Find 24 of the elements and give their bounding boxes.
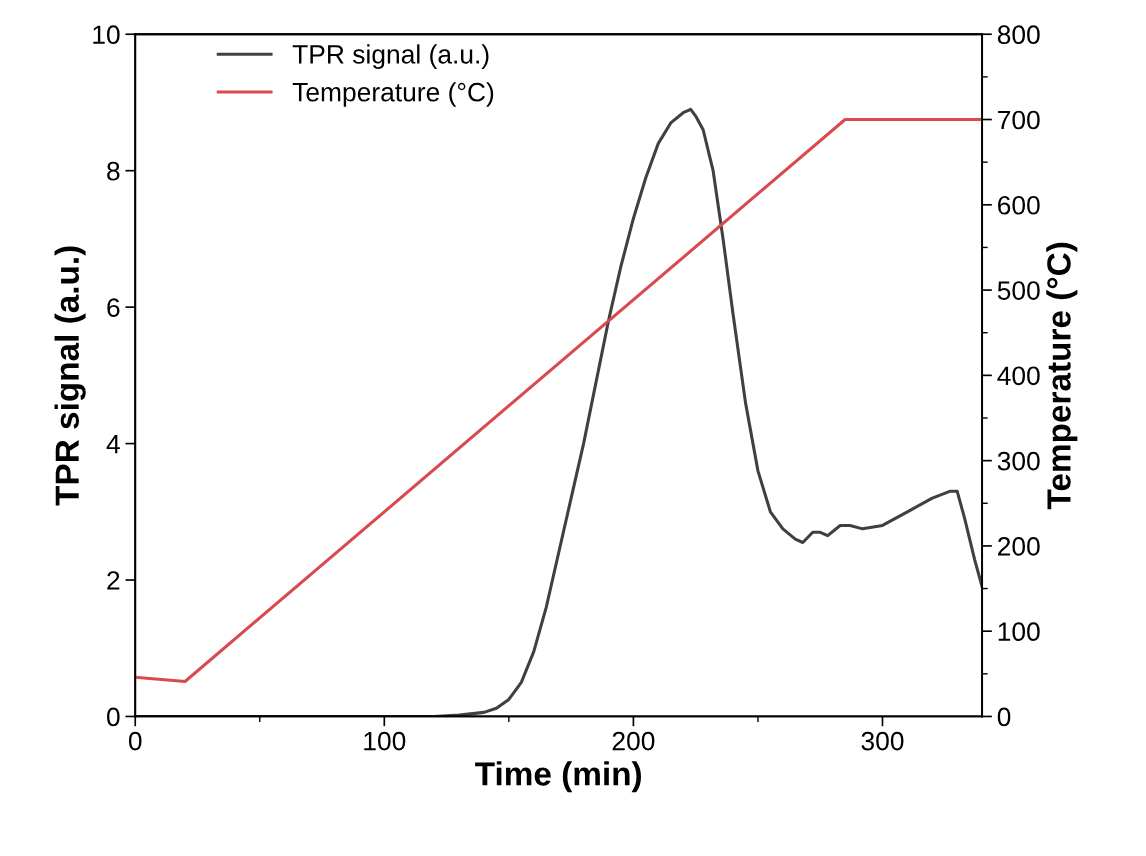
x-tick-label: 100 <box>364 731 406 751</box>
y-tick-label: 10 <box>93 25 120 45</box>
legend-label: Temperature (°C) <box>292 82 494 107</box>
y2-tick-label: 100 <box>998 622 1040 642</box>
y-tick-label: 0 <box>107 707 120 727</box>
y2-tick-label: 800 <box>997 25 1040 45</box>
x-tick-label: 200 <box>612 731 655 751</box>
y-tick-label: 8 <box>107 161 120 181</box>
y2-tick-label: 500 <box>997 281 1040 300</box>
legend-label: TPR signal (a.u.) <box>292 44 489 69</box>
y-tick-label: 6 <box>107 298 120 317</box>
y2-tick-label: 200 <box>998 537 1040 556</box>
y2-tick-label: 700 <box>998 110 1040 130</box>
y2-tick-label: 300 <box>997 451 1040 471</box>
y2-tick-label: 400 <box>997 366 1040 386</box>
y2-tick-label: 600 <box>998 195 1040 215</box>
y2-tick-label: 0 <box>997 707 1011 727</box>
y-tick-label: 2 <box>107 571 120 590</box>
y2-axis-title: Temperature (°C) <box>1046 242 1078 510</box>
y-tick-label: 4 <box>106 434 120 454</box>
x-tick-label: 0 <box>128 731 142 751</box>
x-axis-title: Time (min) <box>475 761 641 793</box>
y-axis-title: TPR signal (a.u.) <box>54 246 86 506</box>
x-tick-label: 300 <box>861 731 904 751</box>
